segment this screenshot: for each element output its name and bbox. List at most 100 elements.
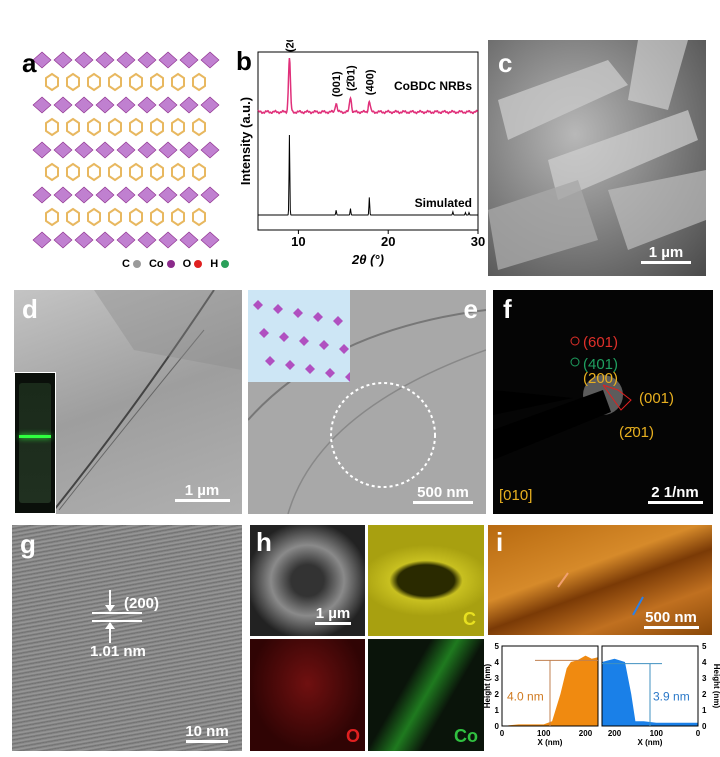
co-polyhedron [325, 368, 335, 378]
spot-label-200: (200) [583, 370, 619, 387]
co-polyhedron [179, 51, 199, 69]
co-polyhedron [313, 312, 323, 322]
scale-bar: 1 µm [172, 482, 232, 502]
map-label-co: Co [454, 726, 478, 746]
scale-bar: 10 nm [182, 723, 232, 743]
co-polyhedron [299, 336, 309, 346]
diffraction-pattern [493, 336, 632, 460]
y-tick-label: 4 [702, 658, 707, 667]
height-value-right: 3.9 nm [653, 689, 690, 703]
panel-g-hrtem-image: g (200) 1.01 nm 10 nm [12, 525, 242, 751]
bdc-linker [108, 72, 122, 92]
co-polyhedron [345, 372, 355, 382]
co-polyhedron [32, 96, 52, 114]
x-tick-label: 0 [696, 729, 701, 738]
panel-i-afm-image: i 500 nm [488, 525, 712, 635]
x-axis-label: 2θ (°) [351, 252, 384, 267]
co-polyhedron [32, 231, 52, 249]
x-tick-label: 0 [500, 729, 505, 738]
bdc-linker [45, 162, 59, 182]
panel-label: b [236, 46, 252, 76]
bdc-linker [87, 72, 101, 92]
co-polyhedron [53, 231, 73, 249]
co-polyhedron [53, 96, 73, 114]
co-polyhedron [158, 96, 178, 114]
panel-a-crystal-structure: a C Co O H [12, 40, 232, 280]
panel-label: g [20, 529, 36, 559]
bdc-linker [108, 117, 122, 137]
series-line-cobdc [257, 58, 479, 115]
bdc-linker [129, 162, 143, 182]
co-polyhedron [253, 300, 263, 310]
co-polyhedron [137, 186, 157, 204]
x-tick-label: 100 [650, 729, 664, 738]
co-polyhedron [53, 186, 73, 204]
co-polyhedron [116, 141, 136, 159]
plot-frame [257, 51, 479, 231]
co-polyhedron [74, 51, 94, 69]
co-polyhedron [137, 231, 157, 249]
bdc-linker [45, 117, 59, 137]
bdc-linker [171, 162, 185, 182]
co-polyhedron [137, 96, 157, 114]
bdc-linker [150, 162, 164, 182]
panel-c-sem-image: c 1 µm [488, 40, 706, 276]
cobalt-map [368, 639, 484, 751]
y-tick-label: 0 [495, 722, 500, 731]
co-polyhedron [179, 141, 199, 159]
co-polyhedron [179, 231, 199, 249]
peak-label: (400) [364, 69, 376, 95]
scale-bar: 500 nm [408, 484, 478, 504]
oxygen-map [250, 639, 365, 751]
y-tick-label: 0 [702, 722, 707, 731]
bdc-linker [129, 72, 143, 92]
co-polyhedron [116, 96, 136, 114]
scale-bar-text: 2 1/nm [651, 484, 699, 501]
profile-area [602, 658, 698, 726]
x-axis-label: X (nm) [538, 738, 563, 747]
co-polyhedron [95, 231, 115, 249]
co-polyhedron [293, 308, 303, 318]
bdc-linker [192, 72, 206, 92]
bdc-linker [129, 117, 143, 137]
bdc-linker [66, 72, 80, 92]
co-polyhedron [95, 96, 115, 114]
co-polyhedron [116, 231, 136, 249]
panel-label: e [463, 294, 478, 324]
co-polyhedron [285, 360, 295, 370]
peak-label: (001) [331, 71, 343, 97]
y-tick-label: 1 [495, 706, 500, 715]
panel-label: a [22, 48, 37, 78]
scale-bar-text: 1 µm [648, 244, 684, 261]
co-polyhedron [265, 356, 275, 366]
legend-dot-c [132, 260, 141, 268]
co-polyhedron [53, 141, 73, 159]
scale-bar: 1 µm [636, 244, 696, 264]
co-polyhedron [200, 186, 220, 204]
legend-label-o: O [182, 258, 192, 270]
y-axis-label: Intensity (a.u.) [238, 97, 253, 185]
tem-sheets [53, 290, 242, 511]
co-polyhedron [259, 328, 269, 338]
peak-label: (2̄01) [345, 65, 357, 91]
spot-label-601: (601) [583, 334, 619, 351]
bdc-linker [66, 117, 80, 137]
bdc-linker [45, 207, 59, 227]
inset-dispersion-photo [14, 372, 56, 514]
spacing-label: 1.01 nm [90, 643, 146, 660]
bdc-linker [171, 72, 185, 92]
panel-d-tem-image: d 1 µm [14, 290, 242, 514]
panel-i-height-profiles: 0 100 200 X (nm) 0 1 2 3 4 5 Height (nm) 200 100 0 X (… [480, 638, 720, 748]
y-tick-label: 5 [495, 642, 500, 651]
x-tick-label: 10 [291, 234, 305, 249]
sem-nanoribbons [488, 40, 706, 270]
co-polyhedron [333, 316, 343, 326]
panel-f-saed-pattern: f (601) (401) (200) (001) (2̄01) [010] 2… [493, 290, 713, 514]
x-tick-label: 30 [471, 234, 485, 249]
bdc-linker [192, 117, 206, 137]
x-axis-label: X (nm) [638, 738, 663, 747]
y-axis-label: Height (nm) [483, 663, 492, 708]
co-polyhedron [273, 304, 283, 314]
co-polyhedron [74, 96, 94, 114]
series-line-simulated [258, 134, 478, 216]
